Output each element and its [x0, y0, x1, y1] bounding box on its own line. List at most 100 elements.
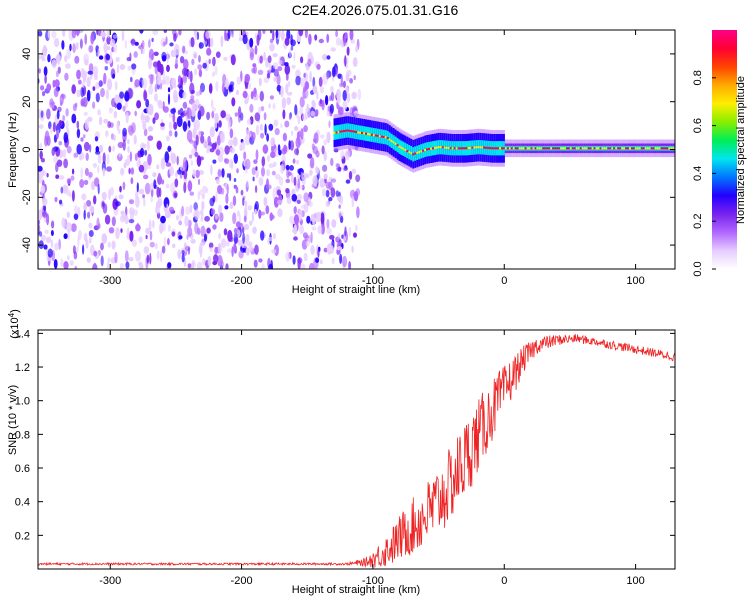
noise-speck	[345, 179, 351, 184]
snr-multiplier-prefix: (x10	[9, 317, 21, 338]
signal-peak	[611, 147, 614, 150]
noise-speck	[293, 224, 298, 236]
noise-speck	[229, 128, 234, 139]
noise-speck	[197, 104, 202, 109]
signal-peak	[461, 147, 464, 150]
noise-speck	[208, 83, 213, 94]
noise-speck	[310, 244, 315, 255]
noise-speck	[114, 94, 120, 104]
signal-peak	[465, 147, 468, 150]
noise-speck	[348, 261, 351, 269]
noise-speck	[127, 138, 130, 145]
noise-speck	[39, 142, 43, 151]
noise-speck	[64, 55, 68, 63]
noise-speck	[318, 76, 323, 87]
signal-peak	[583, 147, 586, 150]
noise-speck	[101, 201, 105, 208]
noise-speck	[272, 62, 279, 70]
noise-speck	[70, 223, 77, 233]
noise-speck	[276, 189, 282, 196]
noise-speck	[229, 84, 234, 93]
noise-speck	[178, 220, 182, 226]
noise-speck	[168, 130, 173, 137]
noise-speck	[210, 208, 216, 216]
noise-speck	[262, 144, 269, 154]
noise-speck	[115, 56, 120, 63]
noise-speck	[196, 261, 203, 269]
noise-speck	[303, 173, 310, 179]
noise-speck	[111, 240, 116, 250]
noise-speck	[224, 30, 227, 41]
signal-peak	[502, 147, 505, 150]
noise-speck	[114, 251, 118, 264]
signal-peak	[473, 146, 476, 149]
noise-speck	[309, 70, 312, 83]
noise-speck	[224, 158, 227, 163]
noise-speck	[146, 254, 150, 264]
noise-speck	[177, 249, 181, 260]
noise-speck	[227, 30, 231, 40]
noise-speck	[83, 232, 88, 242]
signal-peak	[664, 147, 667, 150]
noise-speck	[268, 63, 272, 72]
signal-peak	[638, 147, 641, 150]
noise-speck	[181, 205, 185, 217]
noise-speck	[59, 175, 65, 180]
noise-speck	[154, 84, 158, 93]
noise-speck	[285, 164, 290, 171]
noise-speck	[84, 167, 89, 177]
noise-speck	[119, 185, 122, 193]
noise-speck	[275, 30, 279, 39]
noise-speck	[330, 47, 337, 52]
noise-speck	[242, 34, 248, 45]
noise-speck	[284, 37, 290, 46]
noise-speck	[165, 162, 172, 167]
noise-speck	[192, 127, 197, 139]
signal-peak	[587, 147, 590, 150]
signal-peak	[374, 134, 377, 137]
noise-speck	[79, 154, 82, 161]
noise-speck	[89, 205, 95, 214]
noise-speck	[260, 106, 265, 112]
noise-speck	[242, 232, 246, 244]
noise-speck	[80, 68, 85, 79]
noise-speck	[245, 31, 249, 36]
noise-speck	[309, 169, 313, 176]
signal-peak	[544, 147, 547, 150]
noise-speck	[181, 253, 185, 263]
noise-speck	[201, 200, 205, 211]
noise-speck	[201, 193, 205, 200]
noise-speck	[66, 48, 72, 59]
noise-speck	[185, 206, 191, 216]
noise-speck	[107, 121, 112, 128]
noise-speck	[243, 215, 247, 223]
signal-peak	[416, 151, 419, 154]
noise-speck	[76, 120, 80, 129]
noise-speck	[76, 128, 81, 139]
noise-speck	[107, 257, 111, 263]
noise-speck	[290, 39, 296, 47]
noise-speck	[182, 45, 186, 54]
noise-speck	[143, 174, 149, 180]
noise-speck	[134, 41, 139, 46]
noise-speck	[148, 219, 152, 231]
noise-speck	[73, 213, 79, 221]
noise-speck	[65, 120, 69, 131]
noise-speck	[42, 197, 48, 207]
noise-speck	[160, 122, 165, 127]
noise-speck	[144, 149, 148, 156]
signal-peak	[355, 130, 358, 133]
signal-peak	[463, 147, 466, 150]
noise-speck	[266, 72, 271, 79]
noise-speck	[54, 242, 60, 251]
noise-speck	[83, 209, 86, 220]
noise-speck	[226, 248, 232, 253]
spectrogram-y-axis-title: Frequency (Hz)	[7, 112, 19, 188]
noise-speck	[232, 212, 237, 225]
noise-speck	[176, 169, 183, 175]
signal-peak	[341, 130, 344, 133]
noise-speck	[265, 178, 270, 190]
signal-peak	[422, 149, 425, 152]
noise-speck	[38, 55, 42, 60]
noise-speck	[124, 250, 129, 263]
